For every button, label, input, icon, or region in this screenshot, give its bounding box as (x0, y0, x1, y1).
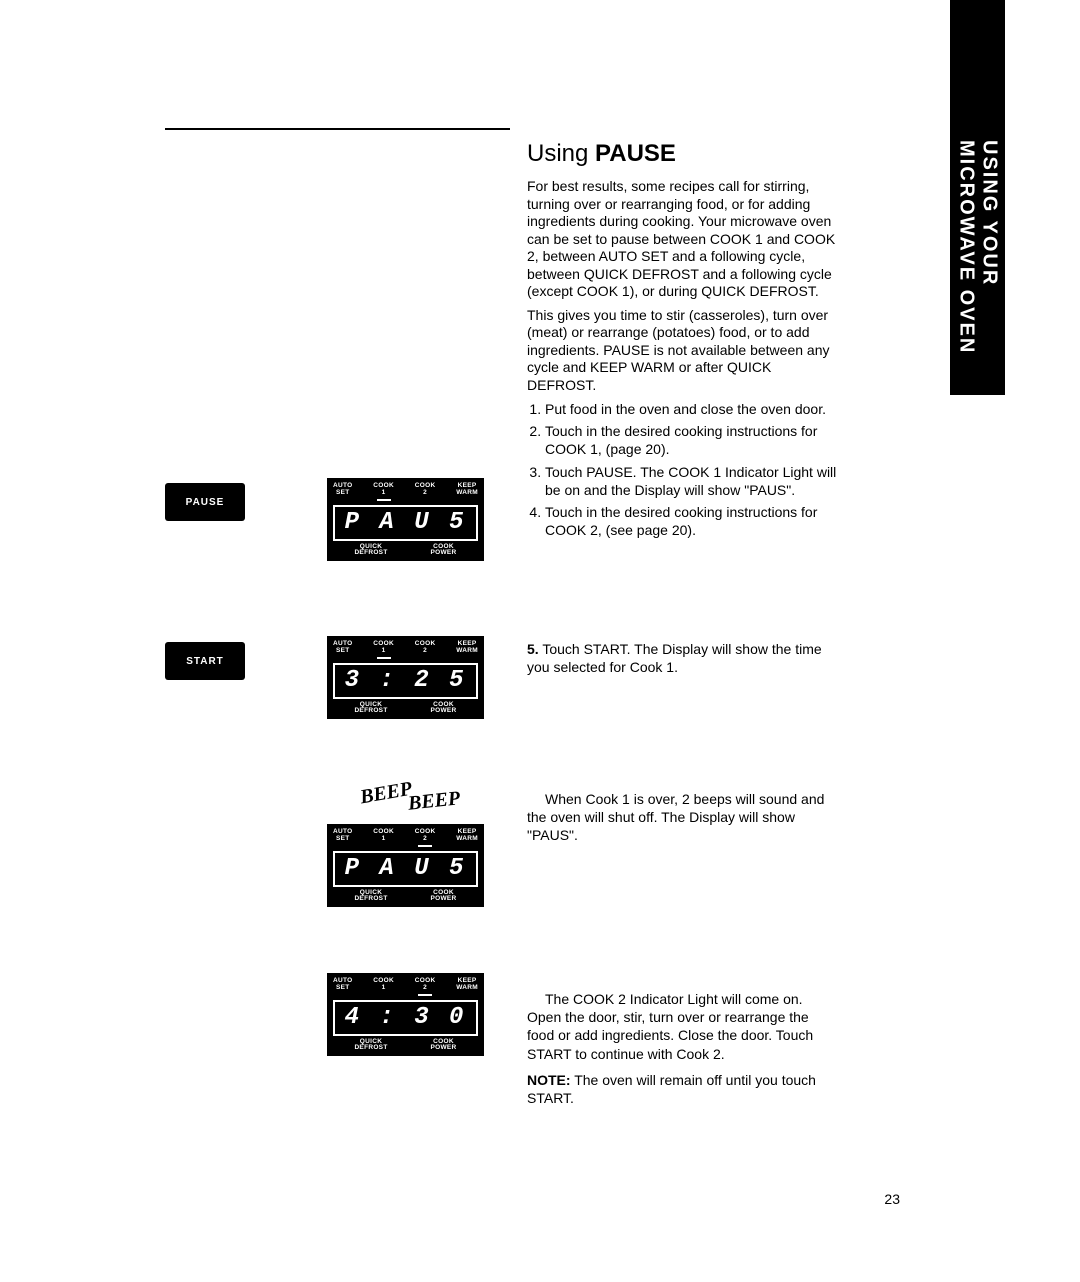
label-quick-defrost: QUICK DEFROST (354, 544, 387, 558)
display-panel-2: AUTO SET COOK 1 COOK 2 KEEP WARM 3 : 2 5… (327, 636, 484, 719)
title-light: Using (527, 140, 595, 167)
label-cook-power: COOK POWER (430, 890, 456, 904)
display-panel-4: AUTO SET COOK 1 COOK 2 KEEP WARM 4 : 3 0… (327, 973, 484, 1056)
intro-para-1: For best results, some recipes call for … (527, 178, 837, 301)
note-rest: The oven will remain off until you touch… (527, 1072, 816, 1106)
label-cook-1: COOK 1 (373, 483, 394, 501)
label-auto-set: AUTO SET (333, 978, 353, 996)
step-4: Touch in the desired cooking instruction… (545, 503, 837, 539)
label-auto-set: AUTO SET (333, 641, 353, 659)
beep-text-1: BEEP (358, 778, 413, 810)
cook2-para: The COOK 2 Indicator Light will come on.… (527, 990, 837, 1063)
page-title: Using PAUSE (527, 140, 837, 168)
top-rule (165, 128, 510, 130)
display-screen-4: 4 : 3 0 (333, 1000, 478, 1036)
pause-button[interactable]: PAUSE (165, 483, 245, 521)
beep-paragraph: When Cook 1 is over, 2 beeps will sound … (527, 790, 837, 845)
label-auto-set: AUTO SET (333, 829, 353, 847)
label-cook-1: COOK 1 (373, 978, 394, 996)
display-panel-1: AUTO SET COOK 1 COOK 2 KEEP WARM P A U 5… (327, 478, 484, 561)
note-para: NOTE: The oven will remain off until you… (527, 1071, 837, 1107)
step-2: Touch in the desired cooking instruction… (545, 422, 837, 458)
main-content: Using PAUSE For best results, some recip… (527, 140, 837, 543)
beep-text-2: BEEP (407, 787, 461, 815)
panel-bottom-labels: QUICK DEFROST COOK POWER (333, 1039, 478, 1053)
label-keep-warm: KEEP WARM (456, 829, 478, 847)
note-label: NOTE: (527, 1072, 571, 1088)
label-quick-defrost: QUICK DEFROST (354, 1039, 387, 1053)
panel-bottom-labels: QUICK DEFROST COOK POWER (333, 544, 478, 558)
panel-bottom-labels: QUICK DEFROST COOK POWER (333, 890, 478, 904)
label-cook-power: COOK POWER (430, 544, 456, 558)
page-number: 23 (884, 1191, 900, 1207)
panel-top-labels: AUTO SET COOK 1 COOK 2 KEEP WARM (333, 641, 478, 659)
label-cook-2: COOK 2 (415, 978, 436, 996)
display-screen-1: P A U 5 (333, 505, 478, 541)
step-1: Put food in the oven and close the oven … (545, 400, 837, 418)
display-panel-3: AUTO SET COOK 1 COOK 2 KEEP WARM P A U 5… (327, 824, 484, 907)
label-keep-warm: KEEP WARM (456, 641, 478, 659)
panel-top-labels: AUTO SET COOK 1 COOK 2 KEEP WARM (333, 978, 478, 996)
label-keep-warm: KEEP WARM (456, 978, 478, 996)
display-screen-3: P A U 5 (333, 851, 478, 887)
panel-top-labels: AUTO SET COOK 1 COOK 2 KEEP WARM (333, 483, 478, 501)
side-tab: USING YOUR MICROWAVE OVEN (950, 0, 1005, 395)
label-cook-2: COOK 2 (415, 829, 436, 847)
start-button[interactable]: START (165, 642, 245, 680)
panel-bottom-labels: QUICK DEFROST COOK POWER (333, 702, 478, 716)
label-cook-power: COOK POWER (430, 702, 456, 716)
title-bold: PAUSE (595, 140, 676, 167)
label-keep-warm: KEEP WARM (456, 483, 478, 501)
label-cook-1: COOK 1 (373, 641, 394, 659)
step-5-num: 5. (527, 641, 539, 657)
beep-para-text: When Cook 1 is over, 2 beeps will sound … (527, 790, 837, 845)
cook1-indicator (377, 657, 391, 659)
panel-top-labels: AUTO SET COOK 1 COOK 2 KEEP WARM (333, 829, 478, 847)
steps-list: Put food in the oven and close the oven … (527, 400, 837, 539)
step-5-text: Touch START. The Display will show the t… (527, 641, 822, 675)
step-5-block: 5. Touch START. The Display will show th… (527, 640, 837, 676)
intro-para-2: This gives you time to stir (casseroles)… (527, 307, 837, 395)
label-quick-defrost: QUICK DEFROST (354, 890, 387, 904)
cook1-indicator (377, 499, 391, 501)
cook2-indicator (418, 994, 432, 996)
display-screen-2: 3 : 2 5 (333, 663, 478, 699)
label-auto-set: AUTO SET (333, 483, 353, 501)
label-cook-1: COOK 1 (373, 829, 394, 847)
step-3: Touch PAUSE. The COOK 1 Indicator Light … (545, 463, 837, 499)
cook2-block: The COOK 2 Indicator Light will come on.… (527, 990, 837, 1107)
label-cook-2: COOK 2 (415, 483, 436, 501)
label-cook-2: COOK 2 (415, 641, 436, 659)
label-cook-power: COOK POWER (430, 1039, 456, 1053)
label-quick-defrost: QUICK DEFROST (354, 702, 387, 716)
cook2-indicator (418, 845, 432, 847)
